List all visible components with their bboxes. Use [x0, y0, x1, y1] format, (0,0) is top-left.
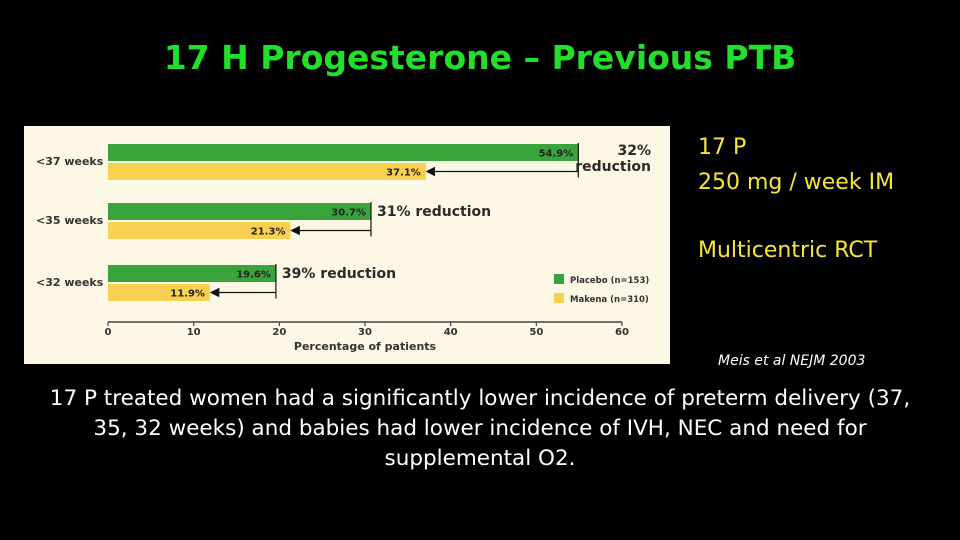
value-label-placebo-0: 54.9% [539, 149, 574, 160]
reduction-label-1-0: 31% reduction [377, 204, 491, 220]
category-label-0: <37 weeks [36, 155, 104, 168]
bar-makena-0 [108, 163, 426, 180]
value-label-makena-2: 11.9% [170, 289, 205, 300]
bar-placebo-1 [108, 203, 371, 220]
legend-swatch-1 [554, 293, 564, 303]
citation: Meis et al NEJM 2003 [718, 353, 866, 369]
bar-makena-2 [108, 284, 210, 301]
value-label-placebo-1: 30.7% [331, 208, 366, 219]
value-label-makena-0: 37.1% [386, 168, 421, 179]
x-tick-label-30: 30 [358, 327, 372, 338]
study-design: Multicentric RCT [698, 238, 878, 263]
x-axis-title: Percentage of patients [294, 340, 437, 353]
x-tick-label-40: 40 [444, 327, 458, 338]
drug-name: 17 P [698, 135, 747, 160]
chart-panel: <37 weeks <35 weeks <32 weeks 54.9% 30.7% 19.… [24, 126, 670, 364]
bar-placebo-0 [108, 144, 579, 161]
bar-makena-1 [108, 222, 291, 239]
legend-label-0: Placebo (n=153) [570, 276, 649, 286]
slide-title: 17 H Progesterone – Previous PTB [163, 38, 797, 77]
reduction-label-0-1: reduction [575, 159, 651, 175]
x-tick-label-0: 0 [105, 327, 112, 338]
x-tick-label-60: 60 [615, 327, 629, 338]
reduction-label-0-0: 32% [617, 143, 651, 159]
bar-chart: <37 weeks <35 weeks <32 weeks 54.9% 30.7% 19.… [36, 143, 651, 353]
x-tick-label-10: 10 [187, 327, 201, 338]
category-label-1: <35 weeks [36, 214, 104, 227]
x-tick-label-50: 50 [529, 327, 543, 338]
reduction-label-2-0: 39% reduction [282, 266, 396, 282]
category-label-2: <32 weeks [36, 276, 104, 289]
value-label-placebo-2: 19.6% [236, 270, 271, 281]
legend-label-1: Makena (n=310) [570, 295, 649, 305]
bar-placebo-2 [108, 265, 276, 282]
value-label-makena-1: 21.3% [251, 227, 286, 238]
caption-text: 17 P treated women had a significantly l… [49, 386, 911, 471]
dose-text: 250 mg / week IM [698, 170, 895, 195]
x-tick-label-20: 20 [272, 327, 286, 338]
legend-swatch-0 [554, 274, 564, 284]
